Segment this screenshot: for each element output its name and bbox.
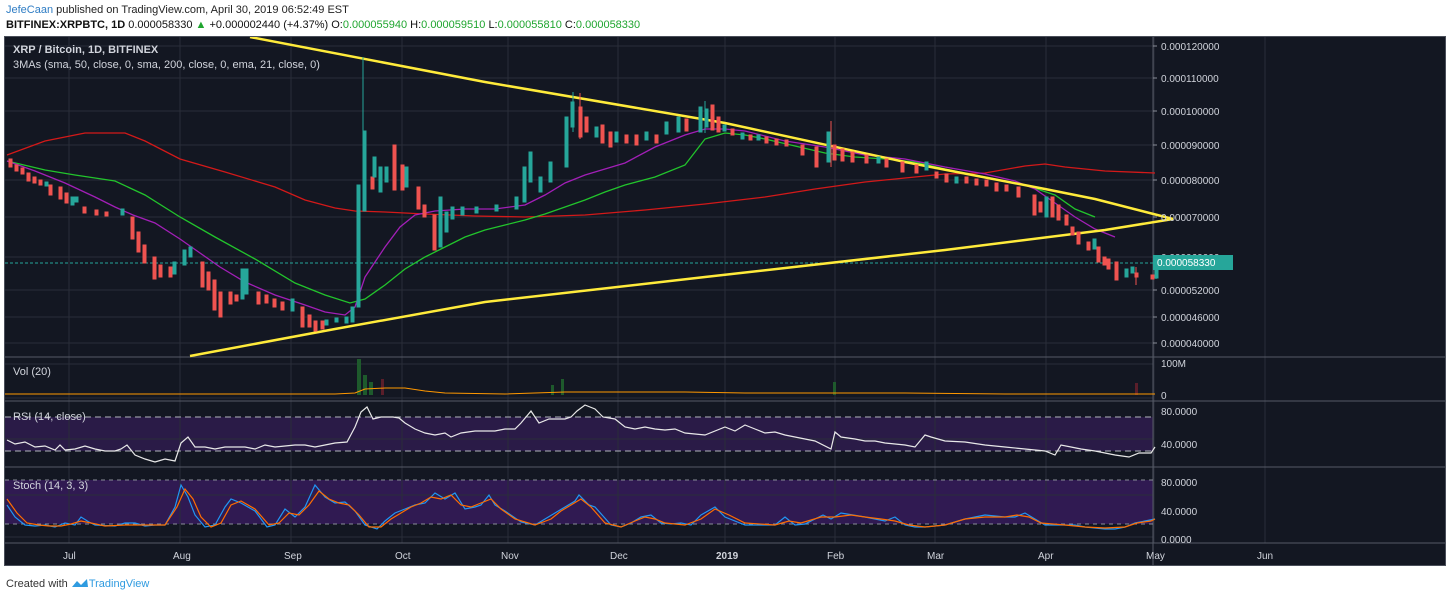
open-label: O: [331, 19, 343, 31]
price-tick: 0.000120000 [1161, 42, 1220, 53]
svg-text:0: 0 [1161, 391, 1167, 402]
volume-ma-line [5, 387, 1155, 395]
stoch-axis: 80.0000 40.0000 0.0000 [1161, 478, 1198, 546]
stoch-legend[interactable]: Stoch (14, 3, 3) [13, 480, 88, 492]
price-tick: 0.000100000 [1161, 107, 1220, 118]
svg-text:100M: 100M [1161, 359, 1186, 370]
svg-text:0.0000: 0.0000 [1161, 535, 1192, 546]
svg-text:Jun: Jun [1257, 551, 1273, 562]
price-tick: 0.000040000 [1161, 339, 1220, 350]
pane-separators[interactable] [5, 356, 1445, 544]
chart-container[interactable]: 0.000120000 0.000110000 0.000100000 0.00… [4, 36, 1446, 566]
last-price: 0.000058330 [128, 19, 193, 31]
price-tick: 0.000110000 [1161, 74, 1219, 85]
ma-legend[interactable]: 3MAs (sma, 50, close, 0, sma, 200, close… [13, 59, 320, 71]
svg-text:80.0000: 80.0000 [1161, 478, 1198, 489]
price-axis[interactable]: 0.000120000 0.000110000 0.000100000 0.00… [1153, 42, 1220, 350]
chart-title: XRP / Bitcoin, 1D, BITFINEX [13, 44, 159, 56]
change-up-icon: ▲ [195, 19, 207, 31]
svg-text:Nov: Nov [501, 551, 519, 562]
svg-text:Dec: Dec [610, 551, 628, 562]
change-value: +0.000002440 (+4.37%) [209, 19, 329, 31]
volume-legend[interactable]: Vol (20) [13, 366, 51, 378]
svg-text:40.0000: 40.0000 [1161, 507, 1198, 518]
candles [8, 57, 1159, 332]
symbol-label: BITFINEX:XRPBTC, 1D [6, 19, 126, 31]
price-tick: 0.000046000 [1161, 313, 1220, 324]
low-value: 0.000055810 [497, 19, 562, 31]
high-value: 0.000059510 [421, 19, 486, 31]
rsi-line [6, 404, 1156, 463]
stoch-k-line [6, 483, 1156, 530]
stoch-d-line [6, 487, 1156, 529]
svg-text:Oct: Oct [395, 551, 411, 562]
chart-canvas[interactable]: 0.000120000 0.000110000 0.000100000 0.00… [5, 37, 1445, 565]
rsi-levels [5, 416, 1153, 452]
svg-text:Jul: Jul [63, 551, 76, 562]
tradingview-logo-icon [71, 579, 88, 587]
author-link[interactable]: JefeCaan [6, 4, 54, 16]
rsi-legend[interactable]: RSI (14, close) [13, 411, 86, 423]
rsi-band [5, 417, 1153, 451]
publish-info: JefeCaan published on TradingView.com, A… [6, 4, 349, 16]
tradingview-link[interactable]: TradingView [88, 578, 150, 590]
close-value: 0.000058330 [575, 19, 641, 31]
volume-axis: 100M 0 [1161, 359, 1186, 402]
last-price-badge-text: 0.000058330 [1157, 258, 1216, 269]
time-axis[interactable]: Jul Aug Sep Oct Nov Dec 2019 Feb Mar Apr… [63, 551, 1273, 562]
price-tick: 0.000052000 [1161, 286, 1220, 297]
svg-text:40.0000: 40.0000 [1161, 440, 1198, 451]
svg-text:Aug: Aug [173, 551, 191, 562]
publish-text: published on TradingView.com, April 30, … [53, 4, 349, 16]
svg-text:Feb: Feb [827, 551, 845, 562]
footer: Created with TradingView [6, 577, 149, 590]
last-price-badge [1153, 255, 1233, 270]
price-tick: 0.000090000 [1161, 141, 1220, 152]
open-value: 0.000055940 [342, 19, 408, 31]
upper-trendline[interactable] [249, 37, 1174, 221]
svg-text:Apr: Apr [1038, 551, 1054, 562]
close-label: C: [564, 19, 576, 31]
low-label: L: [488, 19, 498, 31]
price-tick: 0.000070000 [1161, 213, 1220, 224]
lower-trendline[interactable] [189, 217, 1174, 358]
svg-text:2019: 2019 [716, 551, 739, 562]
rsi-axis: 80.0000 40.0000 [1161, 407, 1198, 451]
high-label: H: [410, 19, 422, 31]
symbol-info: BITFINEX:XRPBTC, 1D 0.000058330 ▲ +0.000… [6, 19, 640, 31]
sma200-line [6, 132, 1156, 218]
horizontal-grid [5, 45, 1153, 538]
price-tick: 0.000080000 [1161, 176, 1220, 187]
svg-text:Mar: Mar [927, 551, 945, 562]
created-with-label: Created with [6, 578, 68, 590]
svg-text:May: May [1146, 551, 1165, 562]
svg-text:80.0000: 80.0000 [1161, 407, 1198, 418]
svg-text:Sep: Sep [284, 551, 302, 562]
